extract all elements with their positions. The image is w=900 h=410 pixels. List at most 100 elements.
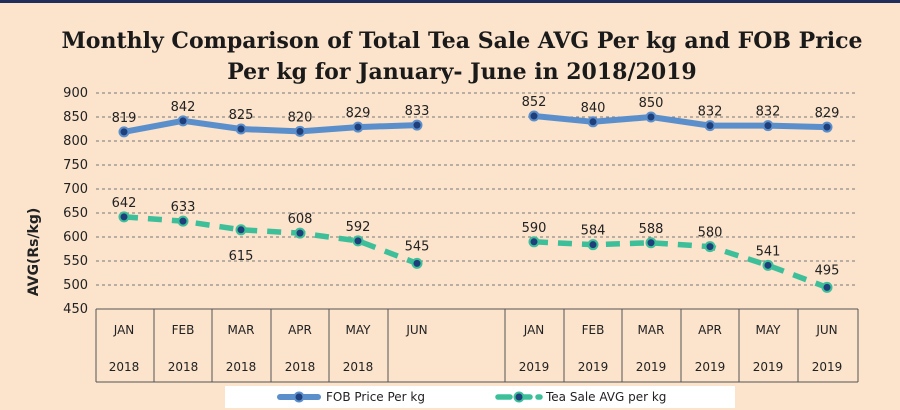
category-month: FEB xyxy=(172,323,195,337)
category-year: 2019 xyxy=(636,360,667,374)
category-year: 2018 xyxy=(226,360,257,374)
category-month: MAY xyxy=(756,323,782,337)
data-label: 842 xyxy=(171,100,196,115)
data-point xyxy=(704,120,716,132)
series-line-fob-price xyxy=(531,113,830,131)
y-tick-label: 650 xyxy=(63,206,88,221)
data-label: 615 xyxy=(229,249,254,264)
data-point xyxy=(821,121,833,133)
data-point xyxy=(821,281,833,293)
series-line-tea-sale-avg xyxy=(123,214,418,266)
data-label: 852 xyxy=(522,95,547,110)
data-label: 608 xyxy=(288,212,313,227)
series-lines xyxy=(118,110,833,293)
data-label: 495 xyxy=(815,263,840,278)
y-tick-label: 900 xyxy=(63,86,88,101)
legend-label: Tea Sale AVG per kg xyxy=(545,390,666,404)
data-point xyxy=(587,239,599,251)
data-point xyxy=(294,227,306,239)
legend-marker xyxy=(293,391,305,403)
data-label: 832 xyxy=(698,105,723,120)
data-point xyxy=(587,116,599,128)
data-label: 832 xyxy=(756,105,781,120)
gridlines xyxy=(96,92,858,310)
legend-marker xyxy=(513,391,525,403)
data-point xyxy=(704,241,716,253)
y-tick-label: 500 xyxy=(63,278,88,293)
legend-label: FOB Price Per kg xyxy=(326,390,425,404)
category-month: JAN xyxy=(113,323,135,337)
chart-subtitle: Per kg for January- June in 2018/2019 xyxy=(227,59,697,85)
y-axis-ticks: 450 500 550 600 650 700 750 800 850 900 xyxy=(63,86,88,317)
data-label: 829 xyxy=(346,106,371,121)
data-point xyxy=(528,236,540,248)
data-label: 592 xyxy=(346,220,371,235)
data-label: 850 xyxy=(639,96,664,111)
data-label: 580 xyxy=(698,226,723,241)
category-month: JUN xyxy=(405,323,427,337)
data-label: 829 xyxy=(815,106,840,121)
data-labels: 819 842 825 820 829 833 852 840 850 832 832 829 642 6… xyxy=(112,95,840,278)
data-point xyxy=(177,215,189,227)
category-month: MAY xyxy=(346,323,372,337)
data-point xyxy=(762,120,774,132)
category-year: 2019 xyxy=(578,360,609,374)
category-year: 2018 xyxy=(285,360,316,374)
data-label: 833 xyxy=(405,104,430,119)
category-month: JAN xyxy=(523,323,545,337)
category-year: 2019 xyxy=(753,360,784,374)
category-year: 2019 xyxy=(812,360,843,374)
data-label: 590 xyxy=(522,221,547,236)
data-point xyxy=(235,123,247,135)
category-month: APR xyxy=(698,323,722,337)
data-label: 820 xyxy=(288,110,313,125)
x-axis-categories: JAN 2018 FEB 2018 MAR 2018 APR 2018 MAY 2018 JUN JA… xyxy=(95,308,859,383)
data-point xyxy=(235,224,247,236)
y-tick-label: 600 xyxy=(63,230,88,245)
y-axis-label: AVG(Rs/kg) xyxy=(26,208,42,297)
chart-title: Monthly Comparison of Total Tea Sale AVG… xyxy=(61,28,862,54)
data-point xyxy=(411,257,423,269)
legend: FOB Price Per kg Tea Sale AVG per kg xyxy=(225,386,735,408)
data-point xyxy=(411,119,423,131)
data-label: 633 xyxy=(171,200,196,215)
y-tick-label: 700 xyxy=(63,182,88,197)
data-label: 541 xyxy=(756,244,781,259)
data-label: 584 xyxy=(581,224,606,239)
y-tick-label: 750 xyxy=(63,158,88,173)
data-point xyxy=(762,259,774,271)
category-year: 2018 xyxy=(343,360,374,374)
series-line-tea-sale-avg xyxy=(533,239,828,290)
data-point xyxy=(645,237,657,249)
data-label: 825 xyxy=(229,108,254,123)
category-year: 2019 xyxy=(519,360,550,374)
data-point xyxy=(177,115,189,127)
data-point xyxy=(118,211,130,223)
category-year: 2018 xyxy=(109,360,140,374)
category-month: FEB xyxy=(582,323,605,337)
data-point xyxy=(352,235,364,247)
data-point xyxy=(352,121,364,133)
data-point xyxy=(645,111,657,123)
y-tick-label: 800 xyxy=(63,134,88,149)
series-line-fob-price xyxy=(121,117,420,135)
data-label: 588 xyxy=(639,222,664,237)
data-point xyxy=(294,125,306,137)
y-tick-label: 850 xyxy=(63,110,88,125)
category-year: 2019 xyxy=(695,360,726,374)
data-point xyxy=(528,110,540,122)
data-label: 840 xyxy=(581,101,606,116)
y-tick-label: 450 xyxy=(63,302,88,317)
data-label: 642 xyxy=(112,196,137,211)
y-tick-label: 550 xyxy=(63,254,88,269)
data-label: 819 xyxy=(112,111,137,126)
data-label: 545 xyxy=(405,239,430,254)
data-point xyxy=(118,126,130,138)
category-month: MAR xyxy=(638,323,665,337)
category-month: APR xyxy=(288,323,312,337)
category-month: JUN xyxy=(815,323,837,337)
category-month: MAR xyxy=(228,323,255,337)
category-year: 2018 xyxy=(168,360,199,374)
